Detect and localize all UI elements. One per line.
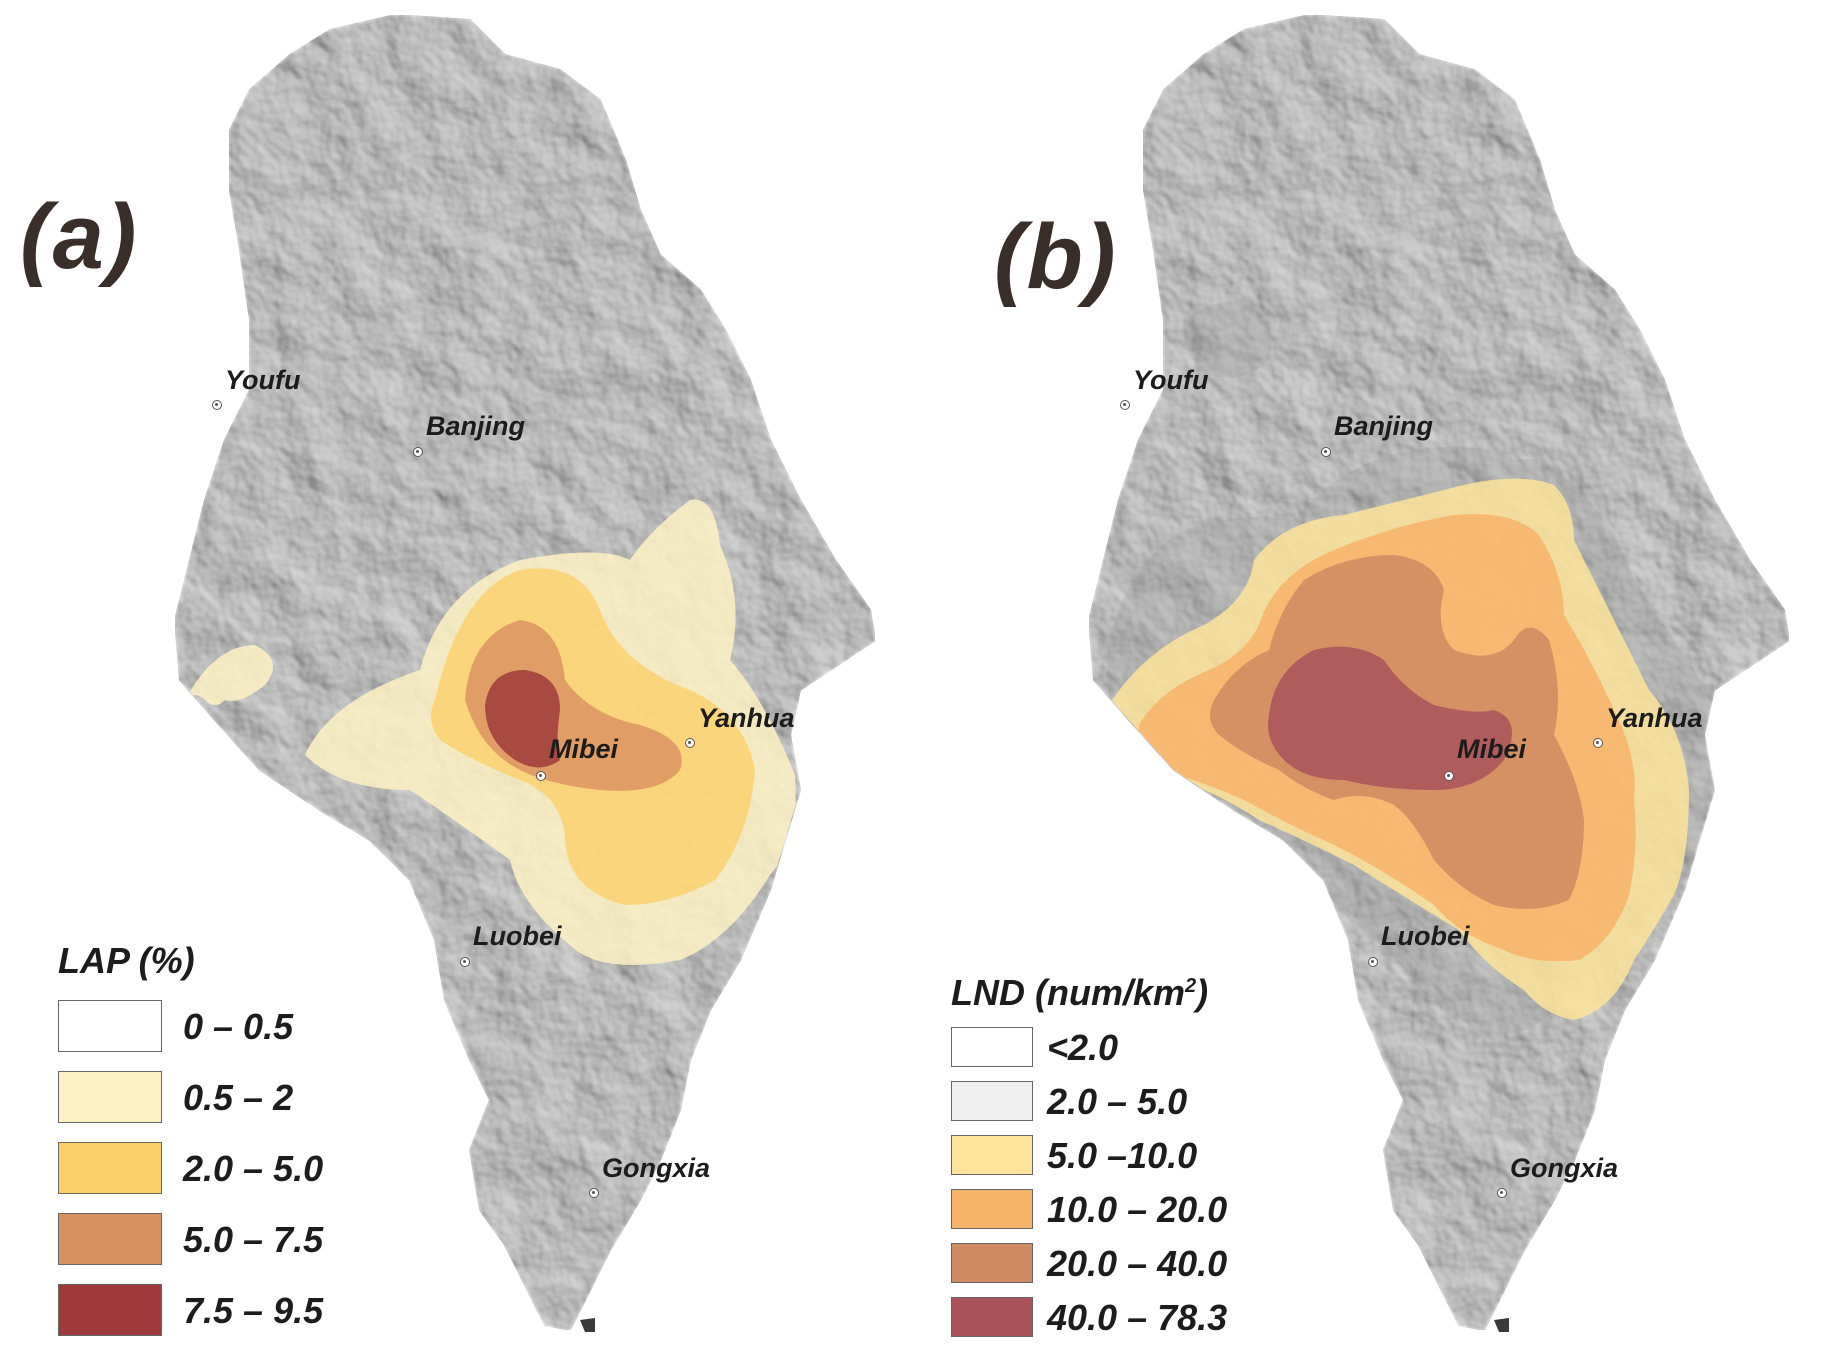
town-marker-banjing xyxy=(413,447,423,457)
lap-zone-0-5-2-west xyxy=(185,645,273,705)
lap-contours xyxy=(185,499,796,965)
town-label-yanhua: Yanhua xyxy=(698,703,795,733)
town-marker-luobei xyxy=(460,957,470,967)
legend-swatch xyxy=(951,1027,1033,1067)
legend-swatch xyxy=(58,1142,162,1194)
town-marker-yanhua xyxy=(685,738,695,748)
town-marker-gongxia xyxy=(1497,1188,1507,1198)
town-marker-mibei xyxy=(536,771,546,781)
legend-label: <2.0 xyxy=(1047,1027,1119,1068)
legend-swatch xyxy=(58,1000,162,1052)
legend-label: 7.5 – 9.5 xyxy=(183,1290,324,1331)
legend-label: 2.0 – 5.0 xyxy=(1047,1081,1188,1122)
legend-label: 0.5 – 2 xyxy=(183,1077,294,1118)
panel-a-map-svg xyxy=(174,14,876,1332)
legend-title-end: ) xyxy=(1196,972,1209,1013)
legend-label: 20.0 – 40.0 xyxy=(1047,1243,1228,1284)
legend-swatch xyxy=(58,1284,162,1336)
town-label-gongxia: Gongxia xyxy=(602,1153,711,1183)
legend-label: 10.0 – 20.0 xyxy=(1047,1189,1228,1230)
town-label-luobei: Luobei xyxy=(473,921,562,951)
legend-label: 5.0 –10.0 xyxy=(1047,1135,1198,1176)
lnd-zone-2-5-north xyxy=(1183,302,1272,378)
legend-label: 0 – 0.5 xyxy=(183,1006,294,1047)
legend-swatch xyxy=(58,1213,162,1265)
lnd-zone-40-78-3 xyxy=(1268,646,1512,790)
town-marker-yanhua xyxy=(1593,738,1603,748)
legend-title-a: LAP (%) xyxy=(58,940,195,981)
legend-swatch xyxy=(951,1297,1033,1337)
town-label-luobei: Luobei xyxy=(1381,921,1470,951)
town-label-banjing: Banjing xyxy=(1334,411,1433,441)
town-marker-luobei xyxy=(1368,957,1378,967)
legend-swatch xyxy=(951,1081,1033,1121)
town-label-banjing: Banjing xyxy=(426,411,525,441)
legend-label: 2.0 – 5.0 xyxy=(183,1148,324,1189)
legend-title-b: LND (num/km2) xyxy=(951,972,1208,1014)
lap-zone-7-5-9-5 xyxy=(485,670,560,768)
town-label-gongxia: Gongxia xyxy=(1510,1153,1619,1183)
town-marker-youfu xyxy=(1120,400,1130,410)
town-label-mibei: Mibei xyxy=(549,734,619,764)
legend-swatch xyxy=(951,1243,1033,1283)
legend-label: 40.0 – 78.3 xyxy=(1047,1297,1228,1338)
panel-a-map: (a) Youfu Banjing Yanhua Mibei Luobei Go… xyxy=(0,0,914,1356)
legend-swatch xyxy=(58,1071,162,1123)
town-marker-mibei xyxy=(1444,771,1454,781)
town-marker-gongxia xyxy=(589,1188,599,1198)
south-tip-mark xyxy=(1494,1318,1509,1332)
town-marker-banjing xyxy=(1321,447,1331,457)
town-label-yanhua: Yanhua xyxy=(1606,703,1703,733)
town-label-youfu: Youfu xyxy=(1133,365,1209,395)
legend-title-main: LND (num/km xyxy=(951,972,1185,1013)
legend-label: 5.0 – 7.5 xyxy=(183,1219,324,1260)
legend-swatch xyxy=(951,1135,1033,1175)
legend-swatch xyxy=(951,1189,1033,1229)
panel-b-map: (b) Youfu Banjing Yanhua Mibei Luobei Go… xyxy=(914,0,1828,1356)
lnd-contours xyxy=(1106,302,1734,1036)
town-label-mibei: Mibei xyxy=(1457,734,1527,764)
town-marker-youfu xyxy=(212,400,222,410)
panel-b-map-svg xyxy=(1088,14,1790,1332)
panel-label-b: (b) xyxy=(994,206,1118,308)
town-label-youfu: Youfu xyxy=(225,365,301,395)
south-tip-mark xyxy=(580,1318,595,1332)
panel-label-a: (a) xyxy=(20,186,139,288)
legend-title-superscript: 2 xyxy=(1185,975,1197,997)
